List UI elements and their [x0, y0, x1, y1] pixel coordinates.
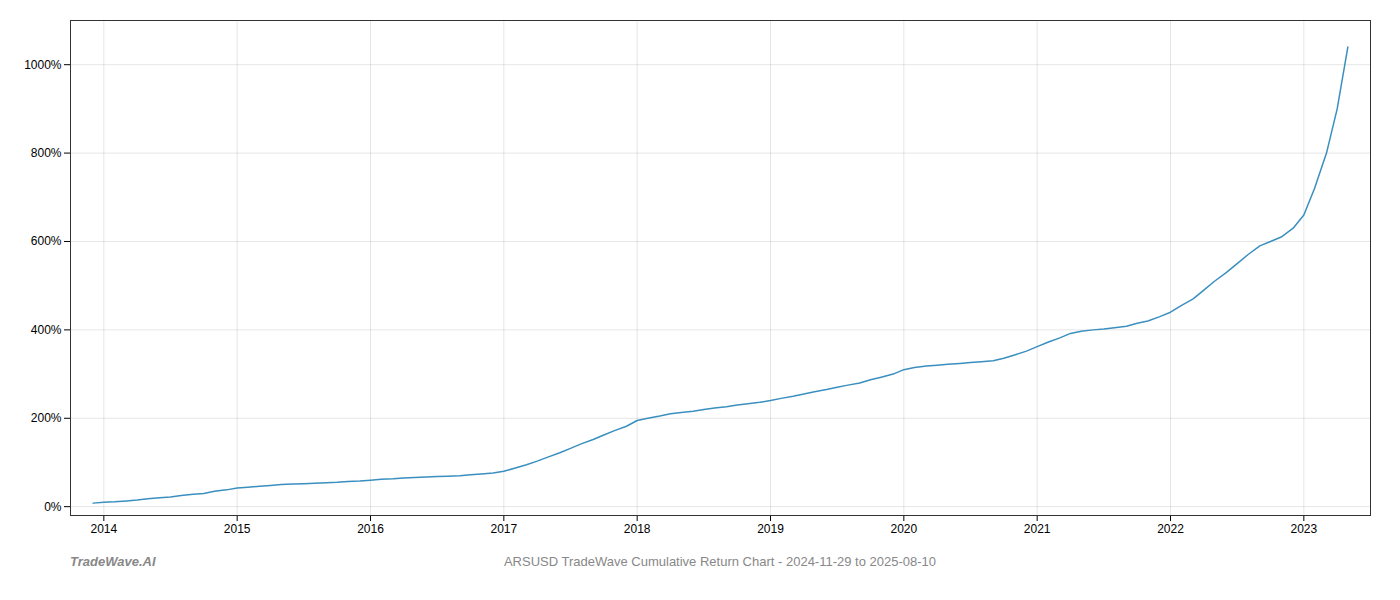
svg-text:1000%: 1000% [24, 58, 62, 72]
svg-text:2017: 2017 [490, 522, 517, 536]
svg-text:0%: 0% [44, 500, 62, 514]
html-text:TradeWave.AI: TradeWave.AI [70, 554, 156, 569]
svg-text:2016: 2016 [357, 522, 384, 536]
svg-text:2015: 2015 [224, 522, 251, 536]
svg-text:600%: 600% [31, 234, 62, 248]
svg-text:200%: 200% [31, 411, 62, 425]
html-text:ARSUSD TradeWave Cumulative Re: ARSUSD TradeWave Cumulative Return Chart… [503, 554, 936, 569]
svg-text:2021: 2021 [1024, 522, 1051, 536]
svg-text:400%: 400% [31, 323, 62, 337]
svg-text:2014: 2014 [90, 522, 117, 536]
svg-text:800%: 800% [31, 146, 62, 160]
svg-text:2020: 2020 [890, 522, 917, 536]
svg-text:2018: 2018 [624, 522, 651, 536]
svg-text:2023: 2023 [1290, 522, 1317, 536]
svg-text:2022: 2022 [1157, 522, 1184, 536]
svg-text:2019: 2019 [757, 522, 784, 536]
